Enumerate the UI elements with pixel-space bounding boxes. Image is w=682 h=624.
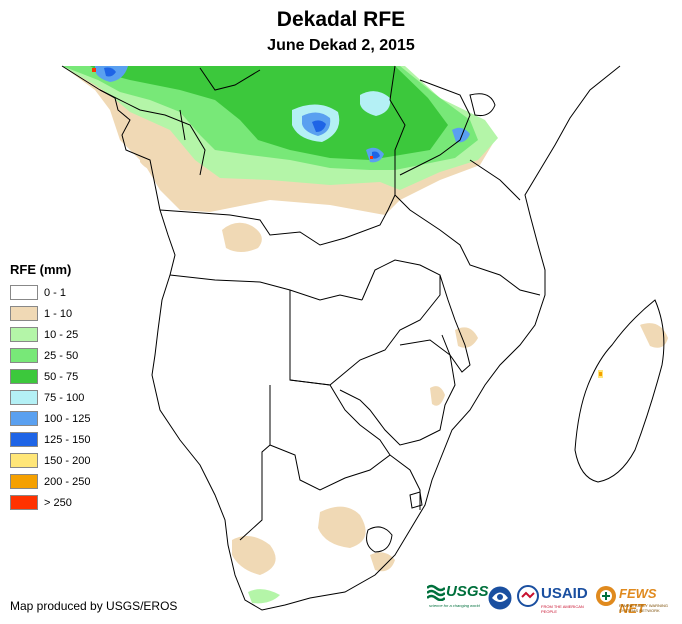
rain-patch-madagascar — [640, 323, 668, 348]
border-south-africa — [389, 454, 421, 510]
lesotho-outline — [366, 526, 393, 553]
usgs-wave-icon — [427, 584, 445, 601]
coastline — [61, 65, 621, 611]
legend-swatch — [10, 390, 38, 405]
legend-label: 100 - 125 — [44, 412, 91, 425]
swaziland-outline — [409, 491, 423, 509]
legend-swatch — [10, 432, 38, 447]
legend-swatch — [10, 369, 38, 384]
legend-item: 75 - 100 — [10, 387, 90, 408]
border-north-drc — [99, 89, 206, 176]
legend-label: 125 - 150 — [44, 433, 91, 446]
legend-item: 150 - 200 — [10, 450, 90, 471]
legend-item: > 250 — [10, 492, 90, 513]
legend-label: 25 - 50 — [44, 349, 79, 362]
legend-swatch — [10, 327, 38, 342]
rain-band-50-75 — [90, 66, 448, 160]
border-angola-namibia — [169, 274, 363, 301]
country-borders — [61, 65, 665, 611]
rain-patch-200-250 — [599, 372, 602, 376]
usaid-seal-icon — [517, 585, 539, 607]
border-drc-angola — [159, 194, 396, 246]
legend-item: 200 - 250 — [10, 471, 90, 492]
legend-label: 200 - 250 — [44, 475, 91, 488]
legend-rows: 0 - 1 1 - 10 10 - 25 25 - 50 50 - 75 75 … — [10, 282, 90, 513]
rain-patch-south-coast — [248, 589, 280, 604]
rain-patch-125-150-c — [372, 151, 380, 159]
legend-label: > 250 — [44, 496, 72, 509]
rain-patch-south-africa — [318, 506, 366, 548]
legend-item: 125 - 150 — [10, 429, 90, 450]
legend-item: 10 - 25 — [10, 324, 90, 345]
noaa-seal-icon — [487, 585, 513, 611]
lake-victoria — [469, 93, 496, 116]
legend-item: 100 - 125 — [10, 408, 90, 429]
legend: RFE (mm) 0 - 1 1 - 10 10 - 25 25 - 50 50… — [10, 262, 90, 513]
border-east — [399, 79, 521, 201]
legend-label: 0 - 1 — [44, 286, 67, 299]
border-namibia-botswana — [239, 385, 271, 541]
legend-swatch — [10, 474, 38, 489]
legend-label: 75 - 100 — [44, 391, 85, 404]
legend-item: 0 - 1 — [10, 282, 90, 303]
madagascar-outline — [574, 299, 665, 483]
map-title: Dekadal RFE — [276, 8, 406, 31]
rain-patch-125-150-b — [104, 67, 116, 77]
border-malawi — [439, 274, 471, 373]
rain-patch-east — [455, 327, 478, 348]
usgs-logo: USGS science for a changing world — [427, 580, 489, 620]
border-central — [199, 65, 541, 296]
rain-patch-east-cape — [370, 552, 395, 572]
fewsnet-globe-icon — [596, 586, 616, 606]
rain-patch-cape — [232, 536, 276, 575]
noaa-logo — [487, 580, 515, 620]
rain-patch-over-250-b — [370, 156, 373, 159]
legend-label: 50 - 75 — [44, 370, 79, 383]
usgs-wordmark: USGS — [446, 583, 489, 600]
legend-item: 50 - 75 — [10, 366, 90, 387]
border-zambia — [289, 259, 441, 386]
rain-patch-100-125-d — [452, 127, 470, 143]
rain-patch-mozambique — [430, 386, 445, 406]
legend-swatch — [10, 348, 38, 363]
rain-patch-75-100-b — [360, 91, 391, 116]
partner-logos: USGS science for a changing world USAID … — [427, 580, 679, 620]
usaid-tagline: FROM THE AMERICAN PEOPLE — [541, 604, 584, 614]
rain-patch-angola — [222, 222, 262, 252]
fewsnet-tagline: FAMINE EARLY WARNING SYSTEMS NETWORK — [619, 603, 669, 613]
legend-swatch — [10, 285, 38, 300]
legend-item: 1 - 10 — [10, 303, 90, 324]
fewsnet-wordmark: FEWS NET — [619, 586, 657, 616]
usaid-wordmark: USAID — [541, 585, 588, 602]
legend-item: 25 - 50 — [10, 345, 90, 366]
legend-label: 150 - 200 — [44, 454, 91, 467]
usaid-logo: USAID FROM THE AMERICAN PEOPLE — [517, 580, 591, 620]
rain-patch-over-250-a — [92, 68, 96, 72]
rainfall-layer — [62, 66, 668, 604]
usgs-tagline: science for a changing world — [429, 603, 480, 608]
map-subtitle: June Dekad 2, 2015 — [267, 37, 415, 54]
legend-swatch — [10, 411, 38, 426]
legend-swatch — [10, 495, 38, 510]
legend-title: RFE (mm) — [10, 262, 72, 277]
legend-swatch — [10, 453, 38, 468]
map-credit: Map produced by USGS/EROS — [10, 599, 178, 613]
fewsnet-logo: FEWS NET FAMINE EARLY WARNING SYSTEMS NE… — [595, 580, 679, 620]
legend-label: 10 - 25 — [44, 328, 79, 341]
border-botswana — [269, 379, 391, 491]
rain-patch-125-150-a — [312, 120, 326, 132]
legend-label: 1 - 10 — [44, 307, 73, 320]
border-zimbabwe-moz — [339, 339, 456, 446]
legend-swatch — [10, 306, 38, 321]
